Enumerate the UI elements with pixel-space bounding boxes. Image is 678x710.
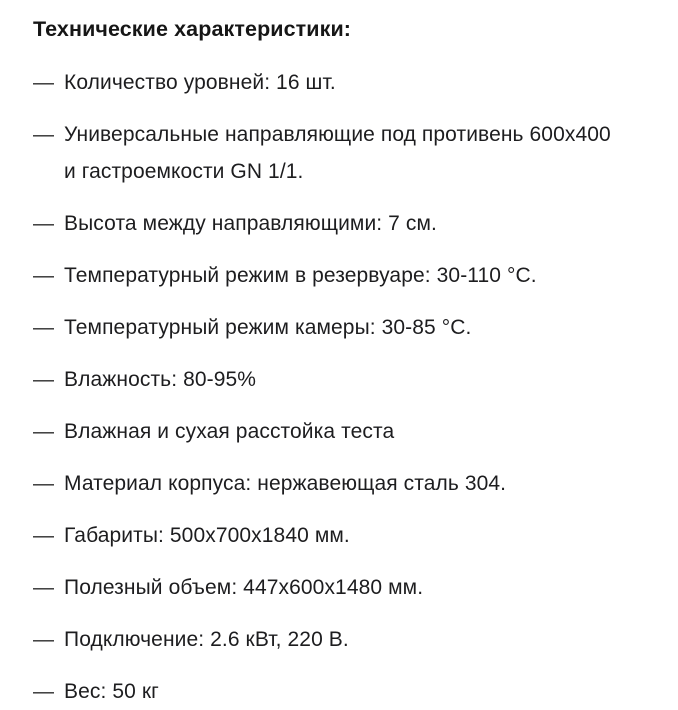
dash-bullet: — <box>33 71 54 94</box>
dash-bullet: — <box>33 316 54 339</box>
spec-item: — Вес: 50 кг <box>33 673 658 710</box>
dash-bullet: — <box>33 680 54 703</box>
dash-bullet: — <box>33 368 54 391</box>
spec-item: — Полезный объем: 447х600х1480 мм. <box>33 569 658 606</box>
spec-item-text: Полезный объем: 447х600х1480 мм. <box>64 576 424 599</box>
dash-bullet: — <box>33 576 54 599</box>
spec-item-text: Влажность: 80-95% <box>64 368 257 391</box>
spec-item: — Температурный режим камеры: 30-85 °С. <box>33 309 658 346</box>
dash-bullet: — <box>33 472 54 495</box>
spec-item: — Габариты: 500х700х1840 мм. <box>33 517 658 554</box>
spec-item: — Высота между направляющими: 7 см. <box>33 205 658 242</box>
dash-bullet: — <box>33 123 54 146</box>
spec-item-text: Влажная и сухая расстойка теста <box>64 420 395 443</box>
dash-bullet: — <box>33 264 54 287</box>
spec-item: — Температурный режим в резервуаре: 30-1… <box>33 257 658 294</box>
spec-item-text: Количество уровней: 16 шт. <box>64 71 336 94</box>
dash-bullet: — <box>33 420 54 443</box>
spec-item-text: Материал корпуса: нержавеющая сталь 304. <box>64 472 507 495</box>
spec-item: — Количество уровней: 16 шт. <box>33 64 658 101</box>
spec-item: — Влажность: 80-95% <box>33 361 658 398</box>
spec-item: — Подключение: 2.6 кВт, 220 В. <box>33 621 658 658</box>
spec-item-text: Универсальные направляющие под противень… <box>64 123 611 183</box>
spec-item: — Универсальные направляющие под противе… <box>33 116 658 190</box>
dash-bullet: — <box>33 524 54 547</box>
spec-item-text: Высота между направляющими: 7 см. <box>64 212 437 235</box>
dash-bullet: — <box>33 212 54 235</box>
dash-bullet: — <box>33 628 54 651</box>
spec-item-text: Температурный режим камеры: 30-85 °С. <box>64 316 472 339</box>
spec-list: — Количество уровней: 16 шт. — Универсал… <box>33 64 658 710</box>
spec-item-text: Вес: 50 кг <box>64 680 159 703</box>
spec-item-text: Габариты: 500х700х1840 мм. <box>64 524 350 547</box>
spec-item-text: Подключение: 2.6 кВт, 220 В. <box>64 628 349 651</box>
spec-item: — Материал корпуса: нержавеющая сталь 30… <box>33 465 658 502</box>
spec-item: — Влажная и сухая расстойка теста <box>33 413 658 450</box>
spec-item-text: Температурный режим в резервуаре: 30-110… <box>64 264 537 287</box>
page-title: Технические характеристики: <box>33 17 352 41</box>
